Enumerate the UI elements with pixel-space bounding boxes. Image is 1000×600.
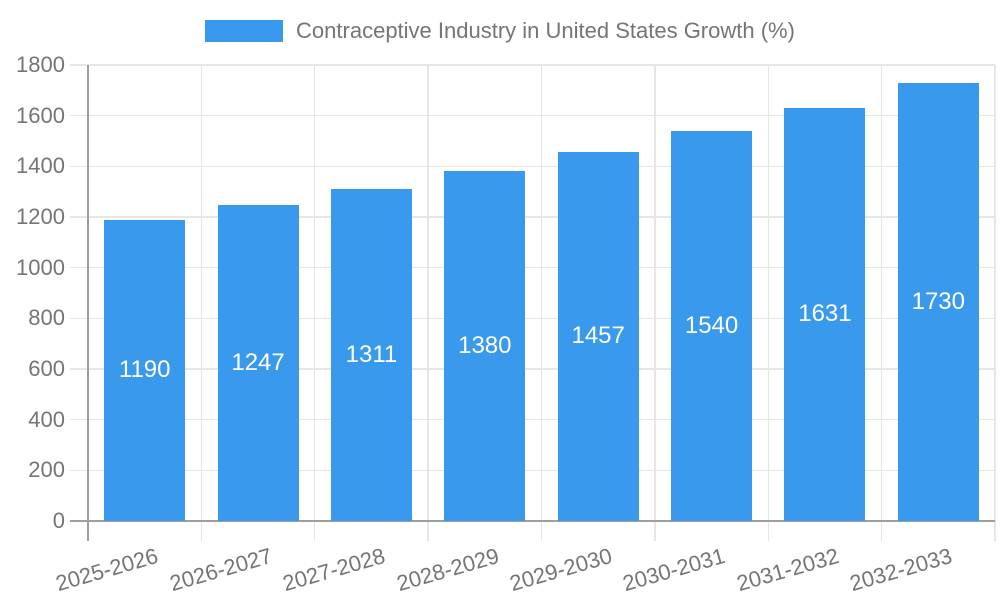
x-tick-5: [654, 521, 656, 541]
x-axis-line: [70, 520, 995, 522]
bar-value-label: 1247: [231, 349, 285, 377]
legend-label: Contraceptive Industry in United States …: [296, 18, 795, 43]
x-tick-7: [880, 521, 883, 541]
legend-swatch: [205, 20, 284, 42]
bar-value-label: 1730: [911, 287, 965, 315]
x-tick-8: [994, 521, 996, 541]
bar-2025-2026[interactable]: [104, 219, 186, 521]
gridline-x-4: [540, 65, 543, 521]
y-tick-label: 0: [52, 508, 65, 533]
y-tick-1000: [70, 266, 88, 269]
y-tick-label: 1200: [16, 204, 65, 229]
y-tick-label: 600: [28, 356, 65, 381]
x-tick-label: 2028-2029: [393, 543, 502, 597]
gridline-x-8: [994, 65, 996, 521]
x-tick-label: 2031-2032: [733, 543, 842, 597]
bar-value-label: 1540: [684, 311, 739, 339]
bar-2026-2027[interactable]: [217, 205, 299, 521]
y-tick-label: 200: [28, 457, 65, 483]
bar-value-label: 1457: [571, 322, 625, 350]
y-axis-line: [87, 65, 89, 541]
gridline-x-7: [880, 65, 883, 521]
y-tick-800: [70, 317, 88, 320]
bar-2027-2028[interactable]: [330, 188, 412, 521]
y-tick-1200: [70, 216, 88, 218]
gridline-x-2: [314, 65, 316, 521]
bar-value-label: 1190: [118, 356, 171, 384]
gridline-x-6: [767, 65, 769, 521]
y-tick-label: 400: [28, 406, 65, 432]
gridline-x-3: [427, 65, 429, 521]
x-tick-label: 2025-2026: [53, 543, 162, 597]
gridline-x-1: [200, 65, 203, 521]
bar-2032-2033[interactable]: [897, 82, 979, 521]
x-tick-4: [540, 521, 543, 541]
y-tick-label: 1400: [16, 153, 65, 179]
x-tick-label: 2027-2028: [280, 543, 389, 597]
gridline-x-5: [654, 65, 656, 521]
y-tick-1600: [70, 114, 88, 117]
bar-value-label: 1380: [458, 332, 512, 360]
x-tick-3: [427, 521, 429, 541]
x-tick-label: 2030-2031: [620, 543, 729, 597]
x-tick-label: 2026-2027: [166, 543, 275, 597]
y-tick-label: 1800: [16, 52, 65, 77]
legend-item[interactable]: Contraceptive Industry in United States …: [0, 18, 1000, 44]
bar-2031-2032[interactable]: [784, 107, 866, 521]
x-tick-label: 2032-2033: [846, 543, 955, 597]
x-tick-2: [314, 521, 316, 541]
y-tick-200: [70, 469, 88, 472]
gridline-y-1800: [88, 64, 995, 66]
x-tick-label: 2029-2030: [506, 543, 615, 597]
x-tick-1: [200, 521, 203, 541]
bar-value-label: 1311: [345, 340, 398, 368]
bar-2028-2029[interactable]: [444, 171, 526, 521]
bar-2029-2030[interactable]: [557, 151, 639, 521]
y-tick-600: [70, 368, 88, 370]
x-tick-6: [767, 521, 769, 541]
y-tick-1400: [70, 165, 88, 168]
y-tick-label: 1000: [16, 254, 65, 280]
bar-2030-2031[interactable]: [671, 130, 753, 521]
bar-value-label: 1631: [798, 300, 852, 328]
y-tick-400: [70, 418, 88, 421]
y-tick-label: 1600: [16, 102, 65, 128]
y-tick-1800: [70, 64, 88, 66]
y-tick-label: 800: [28, 305, 65, 331]
